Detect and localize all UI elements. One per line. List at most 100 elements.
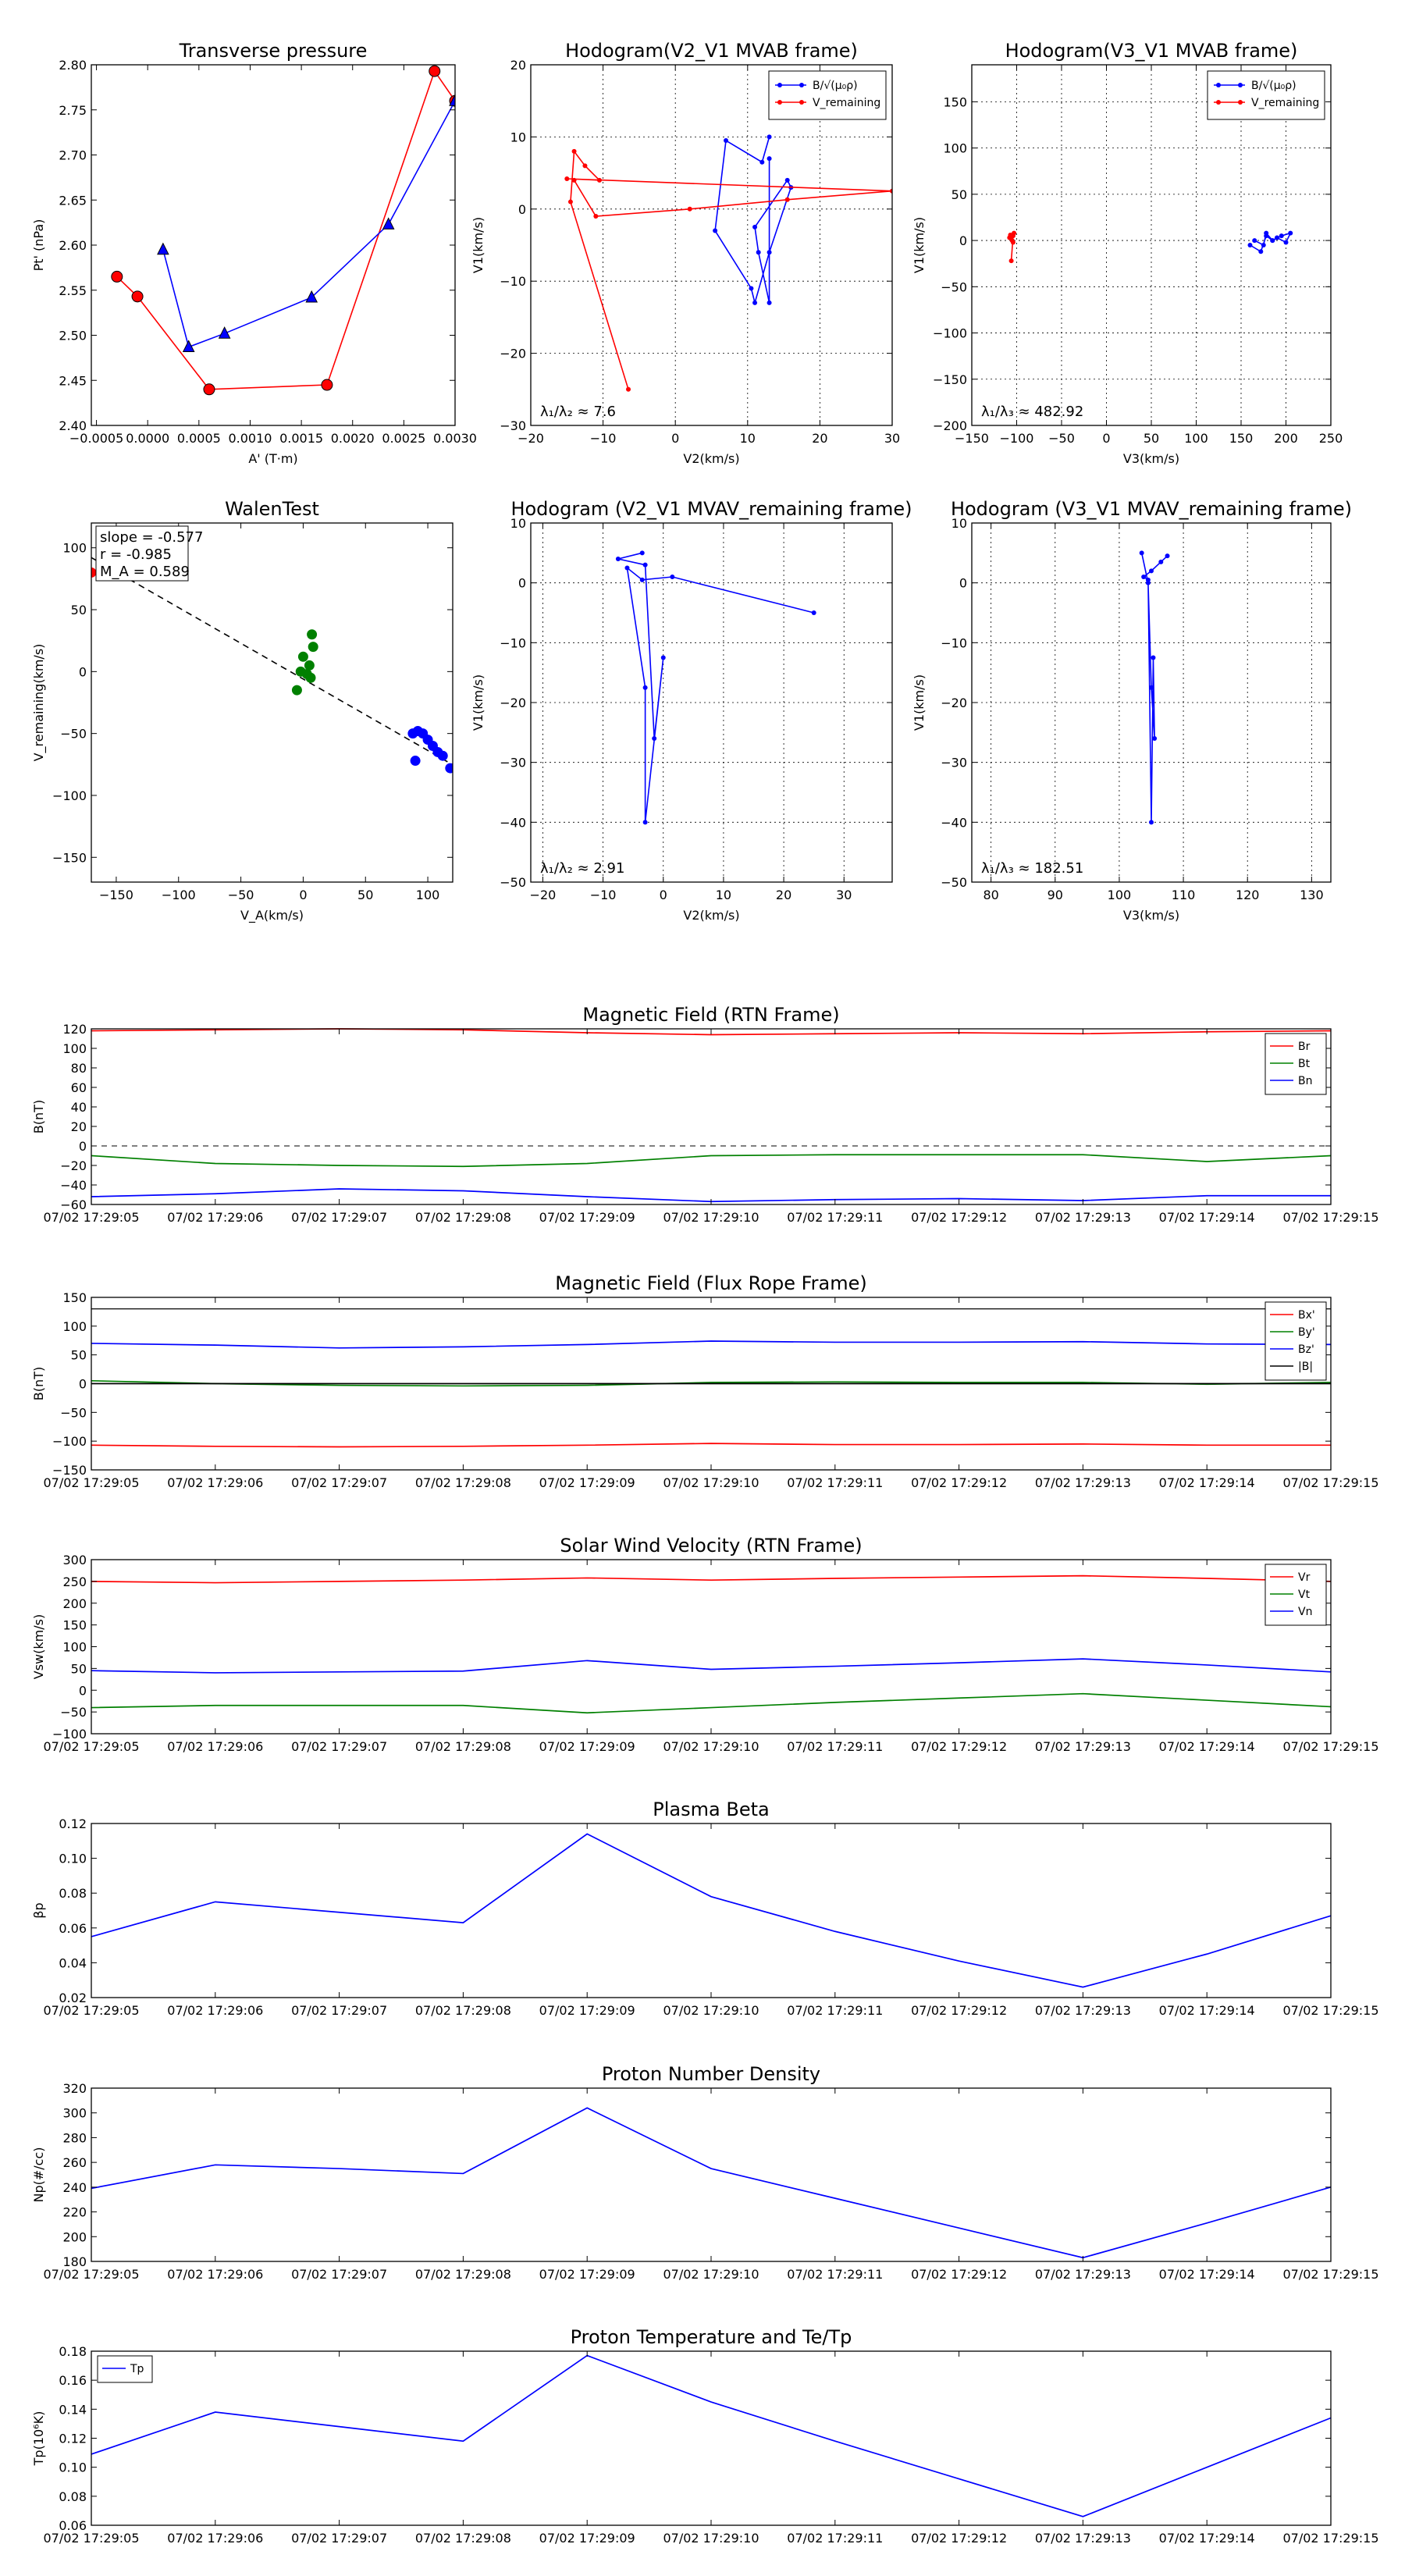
hodogram-v3v1-mvab-point bbox=[1270, 238, 1275, 244]
proton-density-ytick-label: 320 bbox=[62, 2081, 87, 2096]
transverse-pressure-panel: −0.0005 0.0000 0.0005 0.0010 0.0015 0.0020 0.0… bbox=[31, 40, 477, 466]
mag-field-rtn-series-line-1 bbox=[91, 1154, 1332, 1168]
hodogram-v2v1-mvab-point bbox=[567, 199, 573, 205]
transverse-pressure-ytick-label: 2.60 bbox=[59, 238, 87, 253]
transverse-pressure-series-line-1 bbox=[162, 100, 455, 348]
proton-density-xtick-label: 07/02 17:29:12 bbox=[911, 2267, 1007, 2282]
hodogram-v3v1-mvab-legend-label: B/√(μ₀ρ) bbox=[1251, 80, 1297, 92]
proton-temperature-xtick-label: 07/02 17:29:12 bbox=[911, 2531, 1007, 2546]
proton-density-ytick-label: 300 bbox=[62, 2106, 87, 2121]
solar-wind-velocity-ytick-label: 250 bbox=[62, 1574, 87, 1589]
walen-test-ytick-label: −50 bbox=[60, 727, 87, 742]
proton-density-title: Proton Number Density bbox=[602, 2063, 820, 2085]
hodogram-v2v1-mvab-point bbox=[767, 156, 772, 162]
walen-test-fit-line bbox=[91, 557, 454, 766]
hodogram-v2v1-mvab-legend-marker bbox=[799, 83, 804, 87]
hodogram-v2v1-mvav-xtick-label: 30 bbox=[836, 888, 852, 902]
proton-temperature-xtick-label: 07/02 17:29:15 bbox=[1282, 2531, 1378, 2546]
proton-density-xtick-label: 07/02 17:29:05 bbox=[43, 2267, 139, 2282]
hodogram-v2v1-mvab-point bbox=[784, 177, 790, 183]
hodogram-v3v1-mvab-xtick-label: 50 bbox=[1144, 431, 1159, 446]
proton-temperature-xtick-label: 07/02 17:29:05 bbox=[43, 2531, 139, 2546]
proton-temperature-xtick-label: 07/02 17:29:07 bbox=[291, 2531, 387, 2546]
hodogram-v2v1-mvab-point bbox=[687, 206, 692, 212]
mag-field-flux-rope-series-line-0 bbox=[91, 1443, 1331, 1448]
plasma-beta-xtick-label: 07/02 17:29:07 bbox=[291, 2003, 387, 2018]
transverse-pressure-xtick-label: −0.0005 bbox=[69, 431, 123, 446]
proton-temperature-ytick-label: 0.18 bbox=[59, 2344, 87, 2359]
solar-wind-velocity-legend-label: Vr bbox=[1298, 1571, 1311, 1584]
transverse-pressure-point bbox=[203, 383, 215, 396]
hodogram-v3v1-mvab-xtick-label: 200 bbox=[1274, 431, 1298, 446]
hodogram-v2v1-mvab-legend-label: V_remaining bbox=[813, 97, 880, 109]
hodogram-v2v1-mvab-ytick-label: −20 bbox=[500, 347, 526, 361]
hodogram-v3v1-mvav-ytick-label: −30 bbox=[941, 756, 967, 770]
walen-test-info-line: r = -0.985 bbox=[100, 546, 172, 563]
hodogram-v2v1-mvab-xtick-label: 20 bbox=[812, 431, 827, 446]
plasma-beta-ytick-label: 0.12 bbox=[59, 1816, 87, 1831]
hodogram-v3v1-mvav-series-group bbox=[1139, 550, 1170, 825]
hodogram-v3v1-mvav-ytick-label: 10 bbox=[951, 516, 967, 531]
hodogram-v2v1-mvab-legend-marker bbox=[777, 83, 782, 87]
transverse-pressure-point bbox=[321, 379, 333, 391]
hodogram-v3v1-mvab-legend-marker bbox=[1238, 83, 1243, 87]
hodogram-v2v1-mvab-xtick-label: −10 bbox=[590, 431, 617, 446]
mag-field-rtn-xtick-label: 07/02 17:29:11 bbox=[787, 1210, 883, 1225]
hodogram-v3v1-mvav-ylabel: V1(km/s) bbox=[912, 674, 927, 731]
mag-field-flux-rope-ytick-label: −50 bbox=[60, 1405, 87, 1420]
hodogram-v3v1-mvav-point bbox=[1151, 655, 1156, 660]
mag-field-rtn-ytick-label: 60 bbox=[71, 1080, 87, 1095]
solar-wind-velocity-series-line-2 bbox=[91, 1658, 1332, 1674]
solar-wind-velocity-xtick-label: 07/02 17:29:08 bbox=[415, 1739, 511, 1754]
solar-wind-velocity-ytick-label: −50 bbox=[60, 1705, 87, 1720]
hodogram-v2v1-mvab-point bbox=[890, 188, 892, 194]
transverse-pressure-ytick-label: 2.65 bbox=[59, 193, 87, 208]
mag-field-flux-rope-legend-label: |B| bbox=[1298, 1361, 1313, 1373]
walen-test-panel: −150 −100 −50 0 50 100 −150 −100 −50 0 50 100 WalenT… bbox=[31, 498, 454, 923]
transverse-pressure-point bbox=[111, 270, 123, 283]
hodogram-v2v1-mvav-point bbox=[615, 557, 621, 561]
hodogram-v2v1-mvav-ytick-label: −10 bbox=[500, 635, 526, 650]
solar-wind-velocity-ytick-label: −100 bbox=[52, 1727, 87, 1742]
transverse-pressure-point bbox=[218, 326, 231, 339]
mag-field-rtn-xtick-label: 07/02 17:29:06 bbox=[167, 1210, 263, 1225]
transverse-pressure-point bbox=[305, 290, 318, 303]
plasma-beta-xtick-label: 07/02 17:29:09 bbox=[539, 2003, 635, 2018]
transverse-pressure-ytick-label: 2.40 bbox=[59, 418, 87, 433]
hodogram-v3v1-mvab-ytick-label: 100 bbox=[943, 141, 967, 156]
hodogram-v3v1-mvab-point bbox=[1261, 243, 1266, 247]
hodogram-v3v1-mvab-legend-marker bbox=[1216, 83, 1221, 87]
hodogram-v2v1-mvab-point bbox=[749, 286, 754, 291]
transverse-pressure-point bbox=[449, 94, 455, 106]
mag-field-flux-rope-xtick-label: 07/02 17:29:05 bbox=[43, 1475, 139, 1490]
mag-field-rtn-xtick-label: 07/02 17:29:05 bbox=[43, 1210, 139, 1225]
hodogram-v2v1-mvab-xtick-label: 10 bbox=[740, 431, 756, 446]
hodogram-v2v1-mvab-point bbox=[596, 177, 602, 183]
proton-density-ylabel: Np(#/cc) bbox=[31, 2147, 46, 2203]
solar-wind-velocity-ytick-label: 0 bbox=[79, 1683, 87, 1698]
proton-temperature-ytick-label: 0.06 bbox=[59, 2518, 87, 2533]
hodogram-v2v1-mvab-ytick-label: −10 bbox=[500, 274, 526, 289]
hodogram-v2v1-mvab-point bbox=[571, 177, 577, 183]
walen-test-xtick-label: −50 bbox=[228, 888, 254, 902]
hodogram-v3v1-mvav-xlabel: V3(km/s) bbox=[1123, 908, 1179, 923]
proton-density-ytick-label: 200 bbox=[62, 2229, 87, 2244]
transverse-pressure-xtick-label: 0.0010 bbox=[228, 431, 272, 446]
hodogram-v2v1-mvav-ytick-label: −40 bbox=[500, 815, 526, 830]
mag-field-flux-rope-ytick-label: 50 bbox=[71, 1348, 87, 1363]
hodogram-v2v1-mvav-ytick-label: −50 bbox=[500, 875, 526, 890]
hodogram-v2v1-mvav-eigen-ratio: λ₁/λ₂ ≈ 2.91 bbox=[540, 860, 624, 877]
hodogram-v2v1-mvav-point bbox=[811, 610, 816, 615]
transverse-pressure-ytick-label: 2.75 bbox=[59, 103, 87, 118]
proton-temperature-xtick-label: 07/02 17:29:08 bbox=[415, 2531, 511, 2546]
proton-density-axes-frame bbox=[91, 2087, 1332, 2262]
mag-field-flux-rope-xtick-label: 07/02 17:29:14 bbox=[1159, 1475, 1255, 1490]
solar-wind-velocity-xtick-label: 07/02 17:29:10 bbox=[663, 1739, 759, 1754]
walen-test-point bbox=[297, 651, 308, 662]
walen-test-point bbox=[308, 642, 318, 653]
mag-field-flux-rope-ytick-label: 0 bbox=[79, 1377, 87, 1392]
hodogram-v3v1-mvav-point bbox=[1141, 575, 1147, 579]
solar-wind-velocity-xtick-label: 07/02 17:29:12 bbox=[911, 1739, 1007, 1754]
hodogram-v3v1-mvab-legend-label: V_remaining bbox=[1251, 97, 1319, 109]
hodogram-v2v1-mvav-ylabel: V1(km/s) bbox=[471, 674, 486, 731]
